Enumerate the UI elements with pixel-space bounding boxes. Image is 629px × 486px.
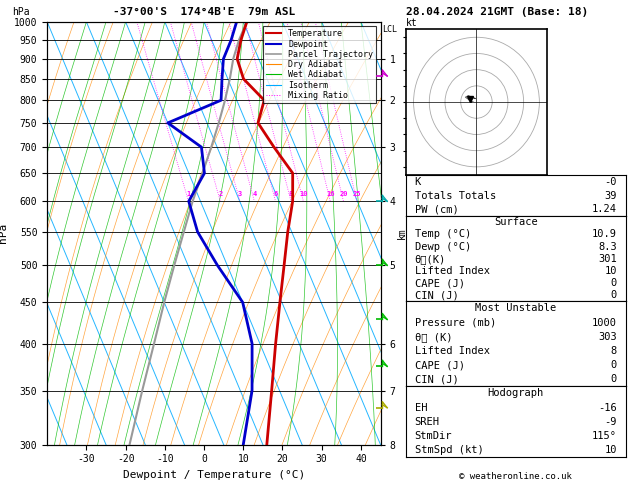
Y-axis label: hPa: hPa: [0, 223, 8, 243]
Text: 20: 20: [339, 191, 348, 197]
Text: 25: 25: [353, 191, 361, 197]
Text: CAPE (J): CAPE (J): [415, 278, 464, 288]
Y-axis label: km
ASL: km ASL: [397, 225, 418, 242]
Text: 39: 39: [604, 191, 617, 201]
Text: kt: kt: [406, 18, 418, 28]
Text: CIN (J): CIN (J): [415, 374, 459, 384]
Text: Lifted Index: Lifted Index: [415, 266, 489, 276]
Text: EH: EH: [415, 402, 427, 413]
Text: 1000: 1000: [592, 317, 617, 328]
Text: Surface: Surface: [494, 217, 538, 227]
Text: 3: 3: [238, 191, 242, 197]
Text: -37°00'S  174°4B'E  79m ASL: -37°00'S 174°4B'E 79m ASL: [113, 7, 296, 17]
Text: 1.24: 1.24: [592, 205, 617, 214]
Text: Totals Totals: Totals Totals: [415, 191, 496, 201]
Text: -9: -9: [604, 417, 617, 427]
Text: StmDir: StmDir: [415, 431, 452, 441]
Text: 8: 8: [289, 191, 293, 197]
Text: 10: 10: [604, 445, 617, 455]
Text: Dewp (°C): Dewp (°C): [415, 242, 470, 252]
Text: LCL: LCL: [382, 25, 397, 34]
Text: Pressure (mb): Pressure (mb): [415, 317, 496, 328]
Text: StmSpd (kt): StmSpd (kt): [415, 445, 483, 455]
Text: 10: 10: [299, 191, 308, 197]
Text: 0: 0: [611, 360, 617, 370]
Text: θᴄ(K): θᴄ(K): [415, 254, 446, 264]
Legend: Temperature, Dewpoint, Parcel Trajectory, Dry Adiabat, Wet Adiabat, Isotherm, Mi: Temperature, Dewpoint, Parcel Trajectory…: [263, 26, 376, 103]
Text: 0: 0: [611, 374, 617, 384]
Text: 8.3: 8.3: [598, 242, 617, 252]
Text: -16: -16: [598, 402, 617, 413]
Text: SREH: SREH: [415, 417, 440, 427]
Text: 4: 4: [252, 191, 257, 197]
Text: 2: 2: [218, 191, 223, 197]
Text: 16: 16: [326, 191, 335, 197]
Text: 28.04.2024 21GMT (Base: 18): 28.04.2024 21GMT (Base: 18): [406, 7, 588, 17]
Text: -0: -0: [604, 177, 617, 187]
Text: 301: 301: [598, 254, 617, 264]
Text: Most Unstable: Most Unstable: [475, 303, 557, 313]
Text: CIN (J): CIN (J): [415, 290, 459, 300]
Text: Hodograph: Hodograph: [487, 388, 544, 399]
Text: θᴄ (K): θᴄ (K): [415, 332, 452, 342]
Text: 10.9: 10.9: [592, 229, 617, 240]
X-axis label: Dewpoint / Temperature (°C): Dewpoint / Temperature (°C): [123, 470, 305, 480]
Text: Temp (°C): Temp (°C): [415, 229, 470, 240]
Text: 8: 8: [611, 346, 617, 356]
Text: CAPE (J): CAPE (J): [415, 360, 464, 370]
Text: 303: 303: [598, 332, 617, 342]
Text: K: K: [415, 177, 421, 187]
Text: Lifted Index: Lifted Index: [415, 346, 489, 356]
Text: PW (cm): PW (cm): [415, 205, 459, 214]
Text: 1: 1: [186, 191, 191, 197]
Text: 115°: 115°: [592, 431, 617, 441]
Text: 6: 6: [274, 191, 277, 197]
Text: 0: 0: [611, 290, 617, 300]
Text: hPa: hPa: [13, 7, 30, 17]
Text: 10: 10: [604, 266, 617, 276]
Text: 0: 0: [611, 278, 617, 288]
Text: © weatheronline.co.uk: © weatheronline.co.uk: [459, 472, 572, 481]
